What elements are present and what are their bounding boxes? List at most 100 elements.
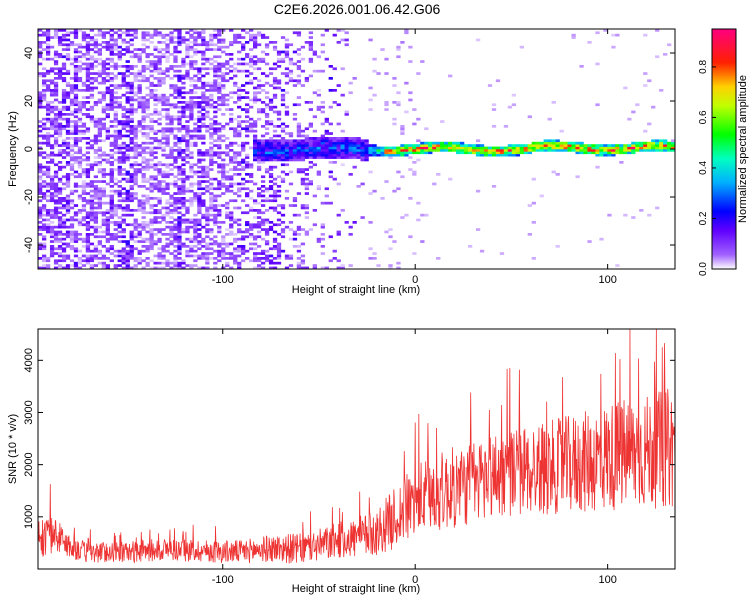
heatmap-cell: [631, 110, 636, 114]
heatmap-cell: [129, 252, 134, 255]
heatmap-cell: [117, 149, 122, 152]
heatmap-cell: [328, 137, 333, 140]
heatmap-cell: [49, 101, 55, 104]
heatmap-cell: [169, 38, 174, 42]
heatmap-cell: [77, 89, 83, 92]
heatmap-cell: [77, 194, 83, 198]
colorbar-ticks: 0.00.20.40.60.8: [698, 60, 716, 276]
heatmap-cell: [312, 144, 317, 147]
heatmap-cell: [205, 245, 210, 248]
heatmap-cell: [340, 129, 345, 133]
heatmap-cell: [129, 177, 134, 181]
x-tick-label: -100: [212, 274, 234, 286]
heatmap-cell: [197, 134, 202, 138]
heatmap-cell: [169, 67, 174, 71]
heatmap-cell: [384, 57, 389, 61]
heatmap-cell: [93, 41, 99, 44]
heatmap-cell: [77, 101, 83, 104]
heatmap-cell: [121, 161, 126, 164]
heatmap-cell: [523, 151, 528, 155]
heatmap-cell: [272, 209, 278, 212]
heatmap-cell: [336, 213, 341, 217]
heatmap-cell: [81, 125, 87, 128]
heatmap-cell: [225, 201, 230, 205]
heatmap-cell: [149, 230, 154, 234]
heatmap-cell: [328, 259, 333, 263]
heatmap-cell: [284, 110, 290, 114]
heatmap-cell: [233, 151, 238, 155]
heatmap-cell: [603, 151, 608, 155]
heatmap-cell: [89, 264, 95, 267]
heatmap-cell: [555, 149, 560, 152]
heatmap-cell: [137, 120, 142, 123]
heatmap-cell: [41, 170, 47, 174]
heatmap-cell: [623, 146, 628, 150]
heatmap-cell: [149, 91, 154, 95]
heatmap-cell: [213, 216, 218, 219]
heatmap-cell: [65, 177, 71, 181]
heatmap-cell: [312, 264, 317, 267]
heatmap-cell: [49, 230, 55, 234]
heatmap-cell: [324, 57, 329, 61]
heatmap-cell: [260, 57, 266, 61]
heatmap-cell: [45, 29, 51, 32]
heatmap-cell: [73, 189, 79, 193]
heatmap-cell: [77, 29, 83, 32]
heatmap-cell: [221, 38, 226, 42]
heatmap-cell: [205, 168, 210, 171]
heatmap-cell: [241, 168, 246, 171]
heatmap-cell: [49, 187, 55, 191]
heatmap-cell: [93, 79, 99, 83]
heatmap-cell: [336, 84, 341, 87]
heatmap-cell: [197, 151, 202, 155]
heatmap-cell: [252, 45, 258, 49]
heatmap-cell: [249, 122, 254, 126]
heatmap-cell: [165, 48, 170, 51]
heatmap-cell: [300, 158, 306, 162]
heatmap-cell: [57, 132, 63, 135]
heatmap-cell: [177, 153, 182, 157]
heatmap-cell: [161, 254, 166, 258]
heatmap-cell: [256, 110, 262, 114]
heatmap-cell: [579, 146, 584, 150]
heatmap-cell: [117, 189, 122, 193]
heatmap-cell: [145, 194, 150, 198]
y-tick-label: 4000: [23, 348, 35, 372]
heatmap-cell: [292, 146, 298, 150]
heatmap-cell: [69, 132, 75, 135]
heatmap-cell: [611, 146, 616, 150]
heatmap-cell: [225, 153, 230, 157]
heatmap-cell: [149, 96, 154, 99]
heatmap-cell: [229, 213, 234, 217]
heatmap-cell: [165, 117, 170, 121]
heatmap-cell: [547, 146, 552, 150]
heatmap-cell: [300, 168, 306, 171]
heatmap-cell: [81, 204, 87, 207]
heatmap-cell: [89, 72, 95, 75]
heatmap-cell: [45, 36, 51, 39]
heatmap-cell: [217, 259, 222, 263]
heatmap-cell: [53, 29, 59, 32]
heatmap-cell: [296, 153, 302, 157]
heatmap-cell: [89, 225, 95, 229]
heatmap-cell: [213, 89, 218, 92]
heatmap-cell: [45, 259, 51, 263]
heatmap-cell: [276, 79, 282, 83]
heatmap-cell: [157, 247, 162, 251]
heatmap-cell: [137, 101, 142, 104]
heatmap-cell: [288, 221, 294, 224]
heatmap-cell: [292, 113, 298, 116]
heatmap-cell: [109, 65, 114, 68]
heatmap-cell: [193, 182, 198, 186]
heatmap-cell: [177, 197, 182, 200]
heatmap-cell: [41, 266, 47, 269]
heatmap-cell: [428, 146, 433, 150]
heatmap-cell: [376, 72, 381, 75]
heatmap-cell: [213, 36, 218, 39]
heatmap-cell: [133, 194, 138, 198]
heatmap-cell: [137, 69, 142, 73]
heatmap-cell: [201, 173, 206, 176]
heatmap-cell: [129, 86, 134, 90]
heatmap-cell: [320, 237, 325, 241]
heatmap-cell: [456, 141, 461, 145]
